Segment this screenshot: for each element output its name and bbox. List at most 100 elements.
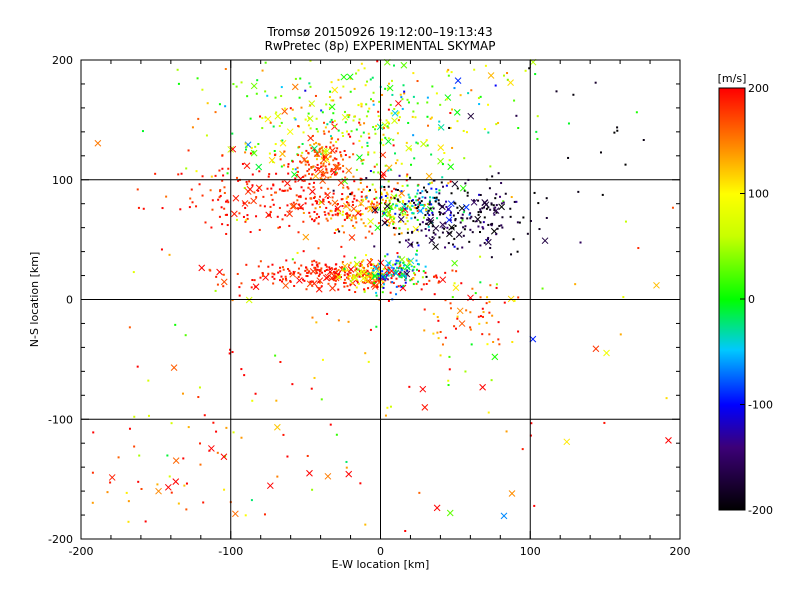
point-dot: [468, 240, 471, 243]
colorbar-band: [719, 195, 745, 197]
point-dot: [285, 279, 288, 282]
point-dot: [329, 120, 332, 123]
point-cross: [481, 199, 489, 207]
point-dot: [394, 269, 397, 272]
point-dot: [382, 273, 385, 276]
point-dot: [616, 126, 619, 129]
point-dot: [188, 206, 191, 209]
colorbar-band: [719, 244, 745, 246]
colorbar-band: [719, 483, 745, 485]
point-dot: [211, 199, 214, 202]
colorbar-band: [719, 231, 745, 233]
colorbar-band: [719, 346, 745, 348]
point-dot: [257, 265, 260, 268]
colorbar-band: [719, 228, 745, 230]
point-dot: [396, 198, 399, 201]
point-dot: [219, 194, 222, 197]
colorbar-band: [719, 200, 745, 202]
colorbar-band: [719, 342, 745, 344]
point-dot: [427, 209, 430, 212]
point-dot: [377, 274, 380, 277]
point-dot: [443, 212, 446, 215]
point-dot: [311, 218, 314, 221]
point-dot: [425, 283, 428, 286]
point-cross: [291, 83, 299, 91]
point-dot: [356, 281, 359, 284]
point-dot: [361, 146, 364, 149]
point-cross: [391, 109, 399, 117]
point-dot: [494, 206, 497, 209]
y-tick-label: -200: [48, 533, 73, 546]
point-cross: [665, 437, 672, 444]
point-dot: [399, 93, 402, 96]
point-dot: [388, 199, 391, 202]
point-dot: [289, 187, 292, 190]
point-dot: [350, 219, 353, 222]
point-dot: [369, 170, 372, 173]
point-dot: [500, 202, 503, 205]
colorbar-band: [719, 97, 745, 99]
point-dot: [273, 277, 276, 280]
point-cross: [397, 216, 405, 223]
point-dot: [156, 483, 159, 486]
point-dot: [322, 130, 325, 133]
point-dot: [367, 132, 370, 135]
point-dot: [488, 311, 491, 314]
point-dot: [411, 199, 414, 202]
point-cross: [374, 224, 382, 232]
point-dot: [485, 207, 488, 210]
point-dot: [364, 271, 367, 274]
point-dot: [336, 164, 339, 167]
point-cross: [391, 117, 398, 125]
point-dot: [343, 255, 346, 258]
point-dot: [577, 190, 580, 193]
colorbar-band: [719, 96, 745, 98]
point-dot: [409, 176, 412, 179]
point-cross: [307, 134, 315, 142]
point-dot: [246, 183, 249, 186]
point-dot: [284, 277, 287, 280]
point-dot: [251, 184, 254, 187]
point-dot: [416, 80, 419, 83]
point-dot: [374, 207, 377, 210]
point-dot: [352, 153, 355, 156]
point-dot: [330, 137, 333, 140]
colorbar-band: [719, 158, 745, 160]
point-dot: [371, 76, 374, 79]
point-dot: [415, 249, 418, 252]
point-dot: [382, 268, 385, 271]
point-dot: [201, 194, 204, 197]
point-dot: [308, 182, 311, 185]
point-dot: [341, 131, 344, 134]
colorbar-band: [719, 368, 745, 370]
colorbar-band: [719, 281, 745, 283]
point-dot: [446, 208, 449, 211]
colorbar-band: [719, 234, 745, 236]
colorbar-band: [719, 174, 745, 176]
point-dot: [375, 294, 378, 297]
point-cross: [345, 167, 353, 175]
point-cross: [357, 200, 365, 207]
point-dot: [513, 299, 516, 302]
colorbar-band: [719, 189, 745, 191]
x-axis-label: E-W location [km]: [332, 558, 430, 571]
point-dot: [305, 288, 308, 291]
colorbar-band: [719, 383, 745, 385]
point-dot: [393, 217, 396, 220]
point-cross: [437, 144, 445, 151]
point-dot: [283, 164, 286, 167]
colorbar-band: [719, 318, 745, 320]
colorbar-band: [719, 271, 745, 273]
point-dot: [310, 167, 313, 170]
point-dot: [297, 275, 300, 278]
point-dot: [333, 231, 336, 234]
point-dot: [299, 77, 302, 80]
point-dot: [324, 165, 327, 168]
colorbar-band: [719, 422, 745, 424]
point-dot: [362, 222, 365, 225]
point-dot: [363, 266, 366, 269]
point-dot: [487, 236, 490, 239]
point-dot: [360, 105, 363, 108]
point-dot: [378, 202, 381, 205]
colorbar-band: [719, 329, 745, 331]
